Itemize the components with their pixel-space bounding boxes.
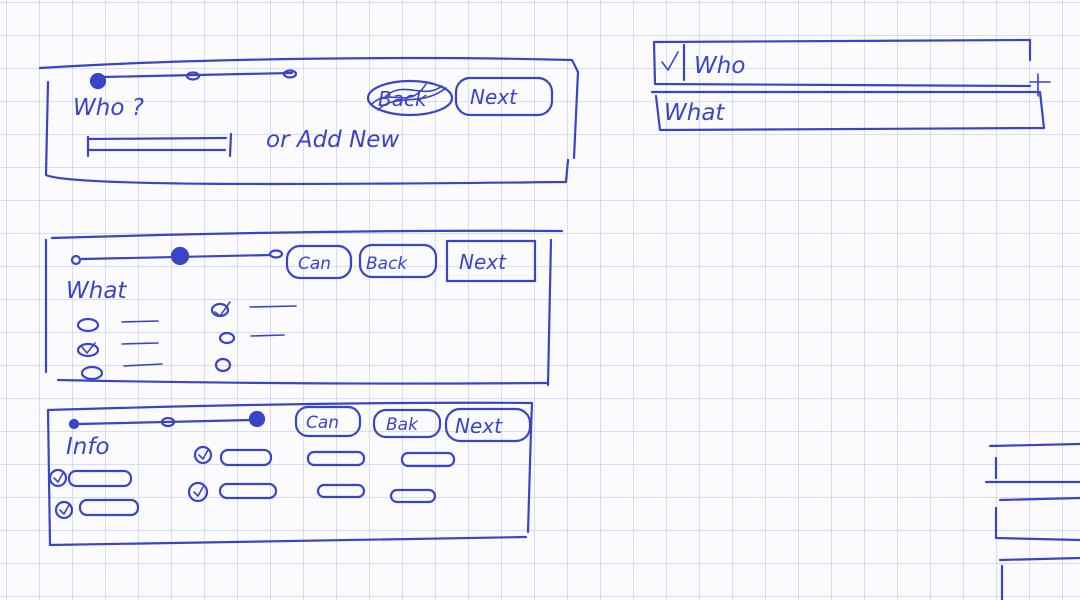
- step-who-progress: [89, 69, 298, 90]
- step-info-title: Info: [66, 434, 110, 460]
- check-icon: [214, 301, 231, 317]
- step-what-frame: [44, 229, 564, 387]
- next-button[interactable]: Next: [454, 76, 554, 117]
- partial-sketch: [984, 442, 1080, 600]
- next-button-label: Next: [459, 250, 507, 274]
- check-icon: [661, 51, 679, 71]
- info-field[interactable]: [400, 451, 456, 468]
- progress-dot-current: [89, 72, 107, 90]
- progress-dot-pending: [268, 249, 284, 259]
- what-options-left: [76, 317, 163, 381]
- accordion: Who What: [650, 38, 1051, 132]
- cancel-button[interactable]: Can: [294, 405, 362, 438]
- step-what-panel: Can Back Next What: [44, 229, 564, 387]
- accordion-what-label: What: [664, 100, 725, 126]
- step-what-progress: [70, 246, 284, 266]
- check-icon: [81, 342, 96, 354]
- progress-dot-done: [68, 418, 80, 430]
- option-checkbox[interactable]: [76, 317, 100, 333]
- progress-dot-pending: [282, 69, 298, 79]
- check-icon: [198, 449, 209, 460]
- step-what-title: What: [66, 278, 127, 304]
- option-checkbox[interactable]: [218, 331, 236, 345]
- info-field[interactable]: [187, 481, 278, 503]
- option-label-line: [121, 320, 159, 323]
- back-button-label: Back: [366, 254, 408, 274]
- check-icon: [59, 504, 70, 515]
- check-icon: [193, 486, 204, 497]
- back-button[interactable]: Bak: [372, 408, 442, 439]
- cancel-button[interactable]: Can: [285, 244, 353, 280]
- progress-dot-current: [248, 410, 266, 428]
- info-field[interactable]: [54, 498, 140, 520]
- option-label-line: [123, 363, 163, 367]
- what-options-right: [210, 301, 297, 373]
- option-checkbox-checked[interactable]: [76, 342, 100, 358]
- option-checkbox[interactable]: [214, 357, 232, 373]
- next-button-label: Next: [470, 85, 518, 109]
- next-button[interactable]: Next: [444, 407, 532, 443]
- option-label-line: [121, 342, 159, 345]
- progress-dot-done: [70, 254, 82, 266]
- step-info-frame: [46, 401, 534, 547]
- back-button-label: Bak: [386, 415, 419, 435]
- cancel-button-label: Can: [298, 254, 331, 274]
- info-field[interactable]: [306, 450, 366, 467]
- next-button-label: Next: [455, 414, 503, 438]
- option-label-line: [250, 334, 285, 337]
- cancel-button-label: Can: [306, 413, 339, 433]
- info-field[interactable]: [389, 488, 437, 504]
- accordion-item-who[interactable]: Who: [652, 38, 1032, 88]
- step-who-panel: Who ? Back Next or Add New: [38, 56, 580, 186]
- info-field[interactable]: [316, 483, 366, 499]
- add-new-link[interactable]: or Add New: [266, 127, 399, 153]
- accordion-item-what[interactable]: What: [650, 73, 1051, 132]
- check-icon: [53, 472, 64, 483]
- option-checkbox[interactable]: [80, 365, 104, 381]
- progress-dot-done: [160, 416, 176, 428]
- next-button[interactable]: Next: [445, 239, 537, 283]
- progress-dot-current: [170, 246, 190, 266]
- back-button-crossed[interactable]: Back: [366, 79, 454, 117]
- option-checkbox-checked[interactable]: [210, 301, 231, 318]
- who-search-input[interactable]: [86, 132, 233, 158]
- info-field[interactable]: [193, 445, 273, 467]
- info-field[interactable]: [48, 468, 133, 488]
- progress-dot-pending: [185, 71, 201, 81]
- step-who-frame: [38, 56, 580, 186]
- accordion-who-label: Who: [694, 53, 745, 79]
- back-button[interactable]: Back: [358, 243, 438, 279]
- step-who-title: Who ?: [73, 95, 144, 121]
- step-info-progress: [68, 410, 266, 430]
- option-label-line: [249, 305, 297, 308]
- step-info-panel: Can Bak Next Info: [46, 401, 534, 547]
